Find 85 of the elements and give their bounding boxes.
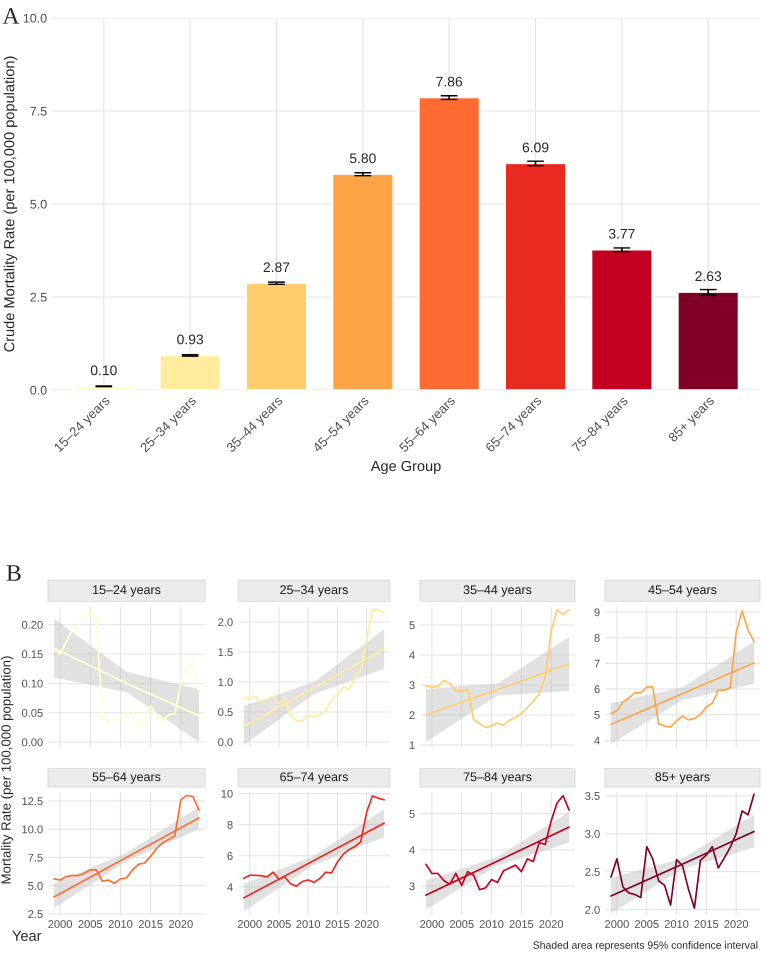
data-label: 3.77 [608,228,635,239]
y-tick-label: 5 [409,810,415,818]
data-label: 5.80 [350,153,376,164]
x-tick-label: 2020 [354,920,379,928]
y-tick-label: 0.10 [22,680,43,688]
y-tick-label: 1.0 [218,678,233,686]
x-axis-title: Year [12,930,42,941]
x-tick-label: 2010 [296,920,320,928]
x-tick-label: 2005 [267,920,291,928]
x-tick-label: 2000 [238,920,262,928]
chart-title: 85+ years [655,772,710,784]
y-tick-label: 0.15 [22,650,43,658]
data-label: 2.63 [695,271,722,282]
data-label: 0.10 [90,365,117,376]
y-tick-label: 9 [594,608,600,616]
x-tick-label: 2005 [634,920,659,928]
x-tick-label: 2005 [78,920,102,928]
text: B [6,565,21,581]
y-tick-label: 4 [594,736,600,744]
y-tick-label: 4 [227,883,233,891]
y-tick-label: 5.0 [30,200,47,209]
y-tick-label: 6 [594,685,600,694]
y-tick-label: 0.0 [30,386,47,395]
y-tick-label: 5 [409,621,415,630]
y-tick-label: 2.5 [28,910,43,918]
y-tick-label: 0.05 [22,709,43,717]
chart-title: 15–24 years [93,585,160,597]
data-label: 2.87 [264,262,290,272]
y-tick-label: 3.5 [585,792,600,800]
y-tick-label: 3 [409,681,415,690]
x-tick-label: 2010 [480,920,504,928]
y-tick-label: 3.0 [585,830,600,838]
x-tick-label: 2020 [539,920,564,928]
chart-title: 35–44 years [464,585,532,597]
y-tick-label: 10 [222,790,233,798]
x-tick-label: 2020 [169,920,193,928]
y-tick-label: 2 [410,711,415,720]
x-tick-label: 2000 [605,920,629,928]
text: Shaded area represents 95% confidence interval [533,941,758,951]
text: A [2,8,20,24]
y-tick-label: 8 [594,634,600,642]
y-axis-title: Crude Mortality Rate (per 100,000 population) [4,56,18,352]
y-tick-label: 6 [228,852,233,860]
y-tick-label: 0.20 [22,620,43,629]
x-tick-label: 2015 [138,920,163,928]
y-tick-label: 2.5 [30,292,47,302]
chart-title: 55–64 years [92,772,160,784]
y-tick-label: 10.0 [22,826,43,834]
x-tick-label: 2020 [724,920,748,928]
x-tick-label: 2015 [326,920,350,928]
x-tick-label: 2010 [664,920,688,928]
y-tick-label: 10.0 [24,14,47,23]
x-tick-label: 2000 [420,920,444,928]
y-tick-label: 2.5 [585,868,600,876]
x-tick-label: 2000 [48,920,72,928]
chart-title: 65–74 years [280,772,348,784]
y-tick-label: 3 [409,882,415,890]
y-tick-label: 1 [410,741,415,750]
y-axis-title: Mortality Rate (per 100,000 population) [1,656,14,884]
y-tick-label: 1.5 [218,648,233,656]
y-tick-label: 2.0 [585,906,600,914]
x-tick-label: 2010 [108,920,132,928]
y-tick-label: 7.5 [30,106,47,116]
data-label: 0.93 [177,334,204,344]
y-tick-label: 7 [594,660,600,668]
chart-title: 25–34 years [280,585,348,597]
data-label: 6.09 [522,142,548,152]
y-tick-label: 0.00 [22,738,43,746]
x-tick-label: 2005 [450,920,474,928]
y-tick-label: 8 [227,820,233,829]
y-tick-label: 5.0 [28,882,43,890]
y-tick-label: 0.0 [218,738,233,746]
y-tick-label: 4 [409,651,415,660]
y-tick-label: 2.0 [218,618,233,626]
chart-title: 45–54 years [648,585,716,597]
y-tick-label: 12.5 [22,797,43,806]
y-tick-label: 4 [409,846,415,854]
x-tick-label: 2015 [510,920,534,928]
y-tick-label: 5 [594,711,600,719]
data-label: 7.86 [436,76,462,87]
y-tick-label: 7.5 [28,854,43,862]
x-tick-label: 2015 [694,920,718,928]
y-tick-label: 0.5 [218,708,233,716]
x-axis-title: Age Group [370,460,441,474]
chart-title: 75–84 years [464,772,532,784]
